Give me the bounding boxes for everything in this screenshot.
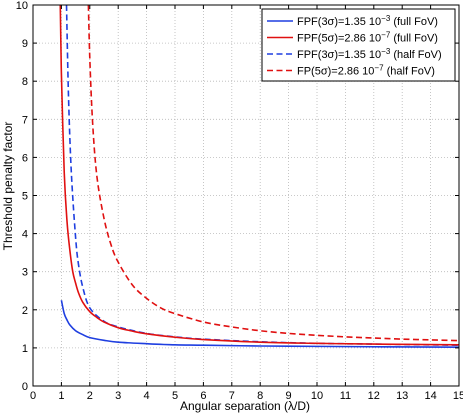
x-tick-label: 8 — [257, 390, 263, 402]
legend-label-3: FP(5σ)=2.86 10−7 (half FoV) — [297, 64, 435, 78]
x-tick-label: 6 — [200, 390, 206, 402]
series-line-1 — [59, 5, 459, 346]
y-tick-label: 6 — [22, 152, 28, 164]
y-tick-label: 0 — [22, 381, 28, 393]
legend-label-0: FPF(3σ)=1.35 10−3 (full FoV) — [297, 14, 438, 28]
x-tick-label: 7 — [229, 390, 235, 402]
y-axis-title: Threshold penalty factor — [1, 122, 15, 251]
y-tick-label: 8 — [22, 76, 28, 88]
x-tick-label: 12 — [368, 390, 380, 402]
legend: FPF(3σ)=1.35 10−3 (full FoV) FPF(5σ)=2.86… — [261, 8, 456, 82]
y-tick-label: 10 — [16, 0, 28, 12]
x-tick-label: 15 — [453, 390, 463, 402]
legend-label-1: FPF(5σ)=2.86 10−7 (full FoV) — [297, 31, 438, 45]
x-axis-title: Angular separation (λ/D) — [180, 399, 310, 413]
x-tick-label: 4 — [144, 390, 150, 402]
y-tick-label: 9 — [22, 38, 28, 50]
x-tick-label: 3 — [115, 390, 121, 402]
x-tick-label: 10 — [311, 390, 323, 402]
x-tick-label: 11 — [340, 390, 351, 402]
y-tick-label: 1 — [22, 343, 28, 355]
series-line-0 — [60, 300, 459, 348]
x-tick-label: 9 — [286, 390, 292, 402]
y-tick-label: 4 — [22, 229, 28, 241]
x-tick-label: 5 — [172, 390, 178, 402]
x-tick-label: 13 — [396, 390, 408, 402]
y-tick-label: 2 — [22, 305, 28, 317]
x-tick-label: 1 — [58, 390, 64, 402]
y-tick-label: 7 — [22, 114, 28, 126]
y-tick-label: 5 — [22, 191, 28, 203]
x-tick-label: 0 — [30, 390, 36, 402]
series-layer — [59, 5, 459, 348]
legend-box — [261, 8, 456, 82]
x-tick-label: 14 — [424, 390, 436, 402]
x-tick-label: 2 — [87, 390, 93, 402]
y-tick-label: 3 — [22, 267, 28, 279]
legend-label-2: FPF(3σ)=1.35 10−3 (half FoV) — [297, 47, 442, 61]
